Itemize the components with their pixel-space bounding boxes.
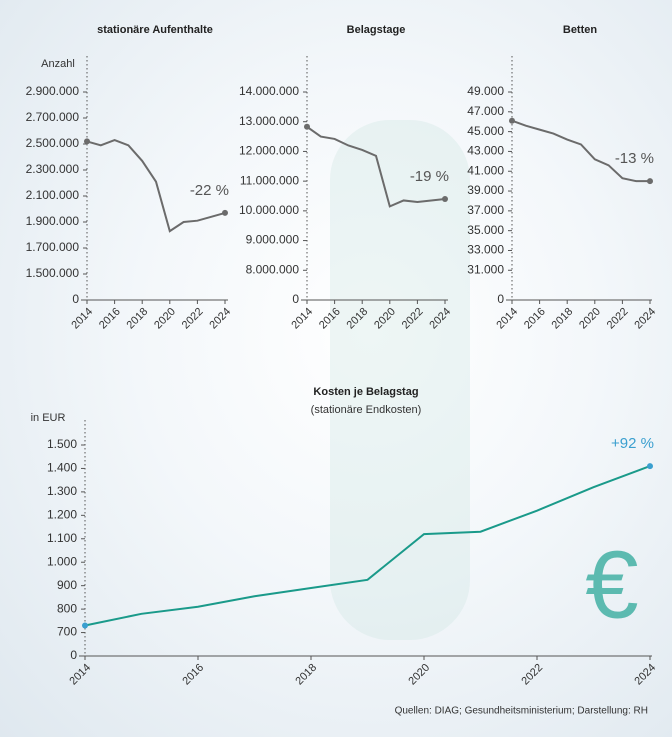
source: Quellen: DIAG; Gesundheitsministerium; D…	[395, 706, 648, 717]
line-series	[86, 139, 226, 233]
y-tick-label: 1.900.000	[26, 214, 80, 228]
x-tick-label: 2014	[289, 306, 315, 332]
axis-label: Anzahl	[41, 58, 75, 70]
y-tick-label: 0	[497, 292, 504, 306]
y-tick-label: 1.500	[47, 437, 77, 451]
y-tick-label: 14.000.000	[239, 84, 299, 98]
chart-title: Betten	[563, 24, 598, 36]
y-tick-label: 900	[57, 578, 77, 592]
euro-symbol: €	[585, 531, 638, 638]
line-series	[84, 465, 651, 627]
x-tick-label: 2014	[67, 662, 93, 688]
y-tick-label: 2.900.000	[26, 84, 80, 98]
y-tick-label: 800	[57, 601, 77, 615]
y-tick-label: 45.000	[467, 124, 504, 138]
x-tick-label: 2016	[97, 306, 123, 332]
y-tick-label: 10.000.000	[239, 203, 299, 217]
y-tick-label: 0	[72, 292, 79, 306]
y-tick-label: 39.000	[467, 183, 504, 197]
y-tick-label: 12.000.000	[239, 144, 299, 158]
y-tick-label: 1.500.000	[26, 266, 80, 280]
x-tick-label: 2024	[207, 306, 233, 332]
background-figure	[330, 120, 470, 640]
x-tick-label: 2020	[577, 306, 603, 332]
line-series	[511, 119, 650, 183]
line-series	[306, 125, 446, 208]
y-tick-label: 1.100	[47, 531, 77, 545]
x-tick-label: 2022	[519, 662, 545, 688]
chart-subtitle: (stationäre Endkosten)	[311, 404, 422, 416]
x-tick-label: 2024	[632, 662, 658, 688]
y-tick-label: 35.000	[467, 223, 504, 237]
y-tick-label: 1.400	[47, 461, 77, 475]
end-point	[647, 463, 653, 470]
y-tick-label: 37.000	[467, 203, 504, 217]
y-tick-label: 1.200	[47, 508, 77, 522]
end-point	[222, 209, 228, 216]
axis-label: in EUR	[31, 412, 66, 424]
y-tick-label: 0	[70, 648, 77, 662]
end-point	[647, 178, 653, 185]
y-tick-label: 11.000.000	[240, 173, 299, 187]
y-tick-label: 1.700.000	[26, 240, 80, 254]
y-tick-label: 43.000	[467, 144, 504, 158]
y-tick-label: 1.300	[47, 484, 77, 498]
start-point	[304, 123, 310, 130]
change-annotation: -19 %	[410, 168, 449, 185]
start-point	[84, 138, 90, 145]
y-tick-label: 41.000	[467, 163, 504, 177]
end-point	[82, 622, 88, 629]
x-tick-label: 2018	[550, 306, 576, 332]
x-tick-label: 2020	[152, 306, 178, 332]
y-tick-label: 1.000	[47, 554, 77, 568]
change-annotation: -13 %	[615, 150, 654, 167]
chart-title: stationäre Aufenthalte	[97, 24, 213, 36]
x-tick-label: 2018	[125, 306, 151, 332]
y-tick-label: 2.100.000	[26, 188, 80, 202]
y-tick-label: 47.000	[467, 104, 504, 118]
change-annotation: +92 %	[611, 435, 654, 452]
y-tick-label: 8.000.000	[246, 262, 300, 276]
y-tick-label: 0	[292, 292, 299, 306]
y-tick-label: 700	[57, 625, 77, 639]
y-tick-label: 13.000.000	[239, 114, 299, 128]
end-point	[442, 195, 448, 202]
y-tick-label: 31.000	[467, 262, 504, 276]
x-tick-label: 2022	[605, 306, 631, 332]
chart-title: Kosten je Belagstag	[313, 386, 418, 398]
change-annotation: -22 %	[190, 182, 229, 199]
chart-title: Belagstage	[347, 24, 406, 36]
x-tick-label: 2016	[522, 306, 548, 332]
x-tick-label: 2020	[406, 662, 432, 688]
y-tick-label: 2.700.000	[26, 110, 80, 124]
x-tick-label: 2018	[293, 662, 319, 688]
start-point	[509, 117, 515, 124]
y-tick-label: 9.000.000	[246, 233, 300, 247]
y-tick-label: 2.500.000	[26, 136, 80, 150]
x-tick-label: 2016	[180, 662, 206, 688]
y-tick-label: 33.000	[467, 243, 504, 257]
x-tick-label: 2014	[69, 306, 95, 332]
y-tick-label: 49.000	[467, 84, 504, 98]
x-tick-label: 2014	[494, 306, 520, 332]
y-tick-label: 2.300.000	[26, 162, 80, 176]
x-tick-label: 2024	[632, 306, 658, 332]
x-tick-label: 2022	[180, 306, 206, 332]
